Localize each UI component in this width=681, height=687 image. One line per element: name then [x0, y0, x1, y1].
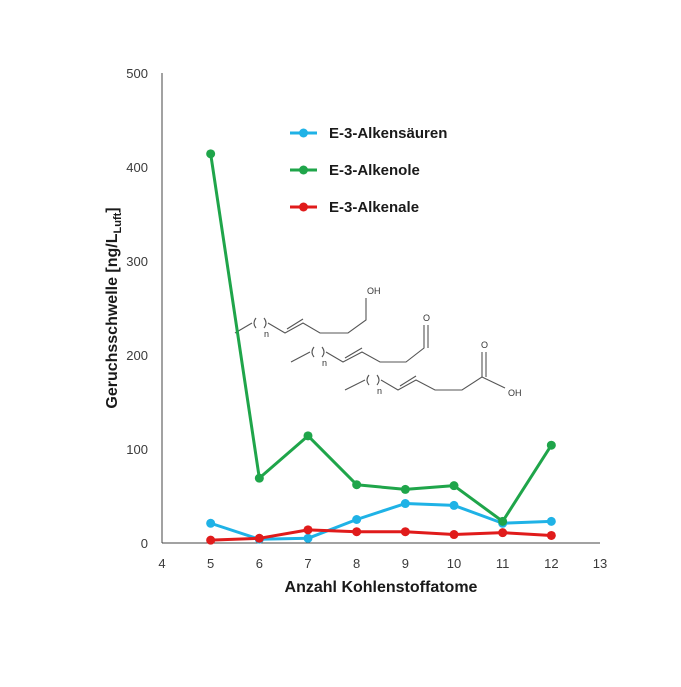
- x-tick-label: 12: [544, 556, 558, 571]
- data-point: [546, 516, 556, 526]
- y-ticks: 0 100 200 300 400 500: [126, 66, 148, 551]
- x-tick-label: 8: [353, 556, 360, 571]
- data-point: [303, 431, 313, 441]
- structure-sketches: OH n O n O OH n: [234, 286, 522, 398]
- series-2: [206, 149, 556, 526]
- x-axis-title: Anzahl Kohlenstoffatome: [285, 579, 478, 596]
- data-point: [254, 533, 264, 543]
- data-point: [254, 473, 264, 483]
- y-axis-title-sub: Luft: [112, 212, 124, 233]
- acid-oh-label: OH: [508, 388, 522, 398]
- y-tick-label: 100: [126, 442, 148, 457]
- data-point: [400, 499, 410, 509]
- y-tick-label: 300: [126, 254, 148, 269]
- data-point: [449, 500, 459, 510]
- y-axis-title: Geruchsschwelle [ng/LLuft]: [104, 207, 124, 408]
- legend-item: E-3-Alkenale: [290, 199, 419, 216]
- x-tick-label: 9: [402, 556, 409, 571]
- x-tick-label: 13: [593, 556, 607, 571]
- x-tick-label: 6: [256, 556, 263, 571]
- acid-n-label: n: [377, 386, 382, 396]
- legend: E-3-Alkensäuren E-3-Alkenole E-3-Alkenale: [290, 125, 447, 216]
- alcohol-n-label: n: [264, 329, 269, 339]
- legend-item: E-3-Alkenole: [290, 162, 420, 179]
- y-tick-label: 200: [126, 348, 148, 363]
- legend-swatch-marker: [299, 202, 308, 212]
- x-tick-label: 5: [207, 556, 214, 571]
- y-axis-title-close: ]: [104, 207, 121, 212]
- data-point: [352, 480, 362, 490]
- x-tick-label: 4: [158, 556, 165, 571]
- data-point: [303, 533, 313, 543]
- aldehyde-n-label: n: [322, 358, 327, 368]
- alcohol-structure: OH n: [234, 286, 381, 339]
- data-point: [303, 525, 313, 535]
- data-point: [400, 527, 410, 537]
- aldehyde-o-label: O: [423, 313, 430, 323]
- y-tick-label: 500: [126, 66, 148, 81]
- series-line: [210, 528, 552, 542]
- series-3: [206, 525, 556, 545]
- x-tick-label: 7: [304, 556, 311, 571]
- data-point: [449, 530, 459, 540]
- y-tick-label: 0: [141, 536, 148, 551]
- x-tick-label: 10: [447, 556, 461, 571]
- aldehyde-structure: O n: [290, 313, 430, 368]
- data-point: [352, 527, 362, 537]
- data-point: [206, 535, 216, 545]
- legend-item: E-3-Alkensäuren: [290, 125, 447, 142]
- series-line: [209, 153, 553, 523]
- legend-label: E-3-Alkensäuren: [329, 125, 447, 142]
- x-tick-label: 11: [496, 556, 510, 571]
- acid-structure: O OH n: [344, 340, 522, 398]
- series-line: [210, 502, 552, 541]
- y-axis-title-main: Geruchsschwelle [ng/L: [104, 233, 121, 408]
- legend-label: E-3-Alkenole: [329, 162, 420, 179]
- legend-swatch-marker: [299, 165, 308, 175]
- data-point: [546, 530, 556, 540]
- data-point: [498, 528, 508, 538]
- acid-o-label: O: [481, 340, 488, 350]
- x-ticks: 4 5 6 7 8 9 10 11 12 13: [158, 556, 607, 571]
- data-point: [400, 484, 410, 494]
- legend-swatch-marker: [299, 128, 308, 138]
- data-point: [206, 518, 216, 528]
- alcohol-oh-label: OH: [367, 286, 381, 296]
- series-group: [206, 149, 556, 545]
- legend-label: E-3-Alkenale: [329, 199, 419, 216]
- axes: [161, 73, 600, 544]
- data-point: [449, 481, 459, 491]
- data-point: [352, 515, 362, 524]
- y-tick-label: 400: [126, 160, 148, 175]
- data-point: [206, 149, 216, 159]
- data-point: [498, 516, 508, 526]
- data-point: [546, 440, 556, 450]
